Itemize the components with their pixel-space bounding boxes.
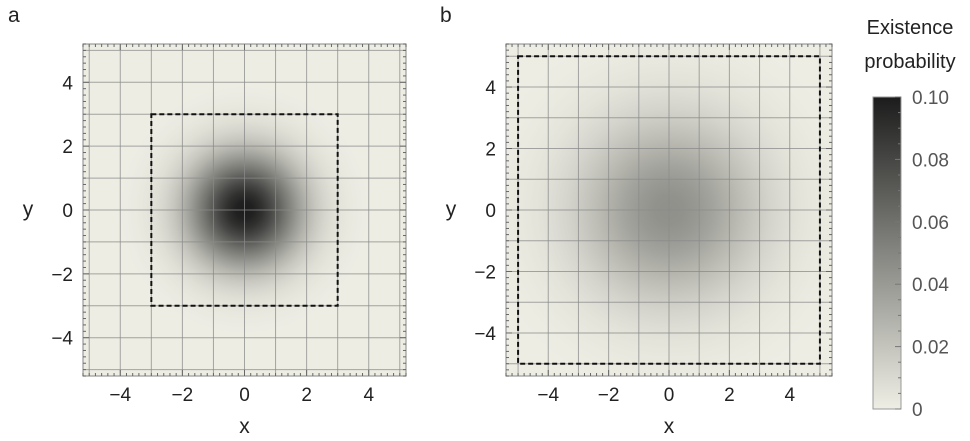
colorbar-tick-label: 0.10 bbox=[912, 88, 949, 109]
y-axis-label: y bbox=[446, 198, 457, 221]
colorbar-tick-label: 0 bbox=[912, 400, 923, 421]
axis-ticks bbox=[82, 43, 407, 377]
y-tick-label: 4 bbox=[62, 73, 73, 94]
gridlines bbox=[83, 44, 406, 376]
y-tick-label: 4 bbox=[485, 78, 496, 99]
colorbar-tick-label: 0.02 bbox=[912, 338, 949, 359]
x-tick-label: 2 bbox=[301, 385, 312, 406]
region-boundary bbox=[150, 113, 339, 307]
colorbar-tick-label: 0.06 bbox=[912, 213, 949, 234]
x-tick-label: −4 bbox=[109, 385, 131, 406]
y-tick-label: 0 bbox=[485, 201, 496, 222]
colorbar-title: Existence bbox=[867, 17, 954, 39]
colorbar-scale bbox=[872, 96, 902, 410]
y-tick-label: −4 bbox=[51, 329, 73, 350]
colorbar-tick-label: 0.08 bbox=[912, 150, 949, 171]
x-tick-label: −2 bbox=[172, 385, 194, 406]
y-tick-label: −2 bbox=[51, 265, 73, 286]
y-tick-label: 0 bbox=[62, 201, 73, 222]
x-tick-label: 4 bbox=[784, 385, 795, 406]
y-axis-label: y bbox=[23, 198, 34, 221]
y-tick-label: −4 bbox=[474, 324, 496, 345]
colorbar: 0 0.02 0.04 0.06 0.08 0.10 Existence probabilit… bbox=[864, 17, 955, 421]
panel-a: −4 −2 0 2 4 −4 −2 0 2 4 x y a bbox=[8, 4, 407, 438]
x-tick-label: −2 bbox=[598, 385, 620, 406]
panel-b: −4 −2 0 2 4 −4 −2 0 2 4 x y b bbox=[440, 4, 833, 438]
x-axis-label: x bbox=[239, 415, 250, 438]
colorbar-title: probability bbox=[864, 51, 955, 73]
panel-letter: a bbox=[8, 4, 20, 27]
y-tick-label: 2 bbox=[485, 140, 496, 161]
x-tick-label: 0 bbox=[664, 385, 675, 406]
y-tick-label: −2 bbox=[474, 262, 496, 283]
y-tick-label: 2 bbox=[62, 137, 73, 158]
colorbar-tick-label: 0.04 bbox=[912, 275, 949, 296]
panel-letter: b bbox=[440, 4, 452, 27]
region-boundary bbox=[517, 55, 821, 365]
x-tick-label: −4 bbox=[537, 385, 559, 406]
x-tick-label: 2 bbox=[724, 385, 735, 406]
x-tick-label: 4 bbox=[363, 385, 374, 406]
axis-ticks bbox=[505, 43, 833, 377]
x-tick-label: 0 bbox=[239, 385, 250, 406]
x-axis-label: x bbox=[664, 415, 675, 438]
